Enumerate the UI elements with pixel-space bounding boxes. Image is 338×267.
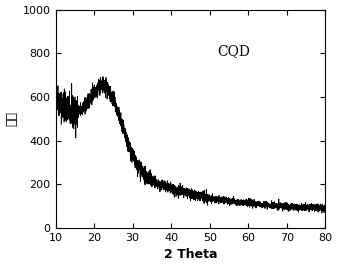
Text: CQD: CQD (217, 44, 250, 58)
X-axis label: 2 Theta: 2 Theta (164, 249, 217, 261)
Y-axis label: 强度: 强度 (5, 111, 19, 126)
